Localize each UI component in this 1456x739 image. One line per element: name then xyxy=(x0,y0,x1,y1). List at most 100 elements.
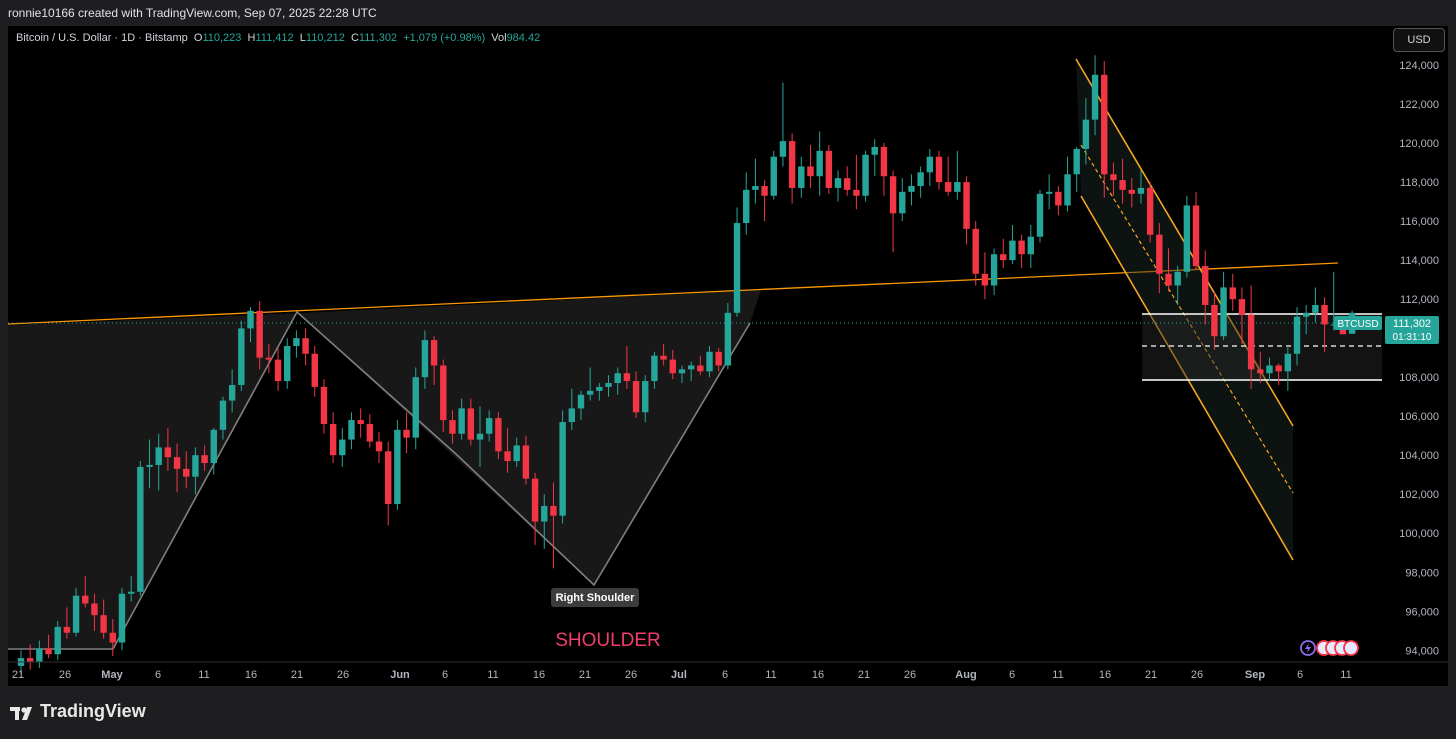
footer: TradingView xyxy=(0,686,1456,739)
y-tick-label: 102,000 xyxy=(1399,489,1439,501)
candle xyxy=(63,607,71,639)
candle xyxy=(1128,178,1135,208)
currency-button[interactable]: USD xyxy=(1393,28,1445,52)
close-value: 111,302 xyxy=(358,32,398,44)
candle xyxy=(146,439,153,489)
candle xyxy=(1156,223,1163,294)
candle xyxy=(743,172,750,235)
candle xyxy=(1064,156,1071,212)
candle xyxy=(853,154,860,210)
event-icons[interactable] xyxy=(1300,640,1359,656)
candle xyxy=(1321,297,1328,352)
candle xyxy=(605,375,612,397)
candle xyxy=(311,345,318,397)
x-tick-label: 21 xyxy=(858,669,870,681)
x-tick-label: 11 xyxy=(1052,669,1063,681)
candle xyxy=(375,431,383,464)
candle xyxy=(678,365,686,384)
candle xyxy=(293,330,300,358)
y-tick-label: 122,000 xyxy=(1399,99,1439,111)
candle xyxy=(192,447,199,495)
y-tick-label: 94,000 xyxy=(1405,645,1439,657)
candle xyxy=(1027,224,1034,268)
x-tick-label: 16 xyxy=(533,669,545,681)
countdown-label: 01:31:10 xyxy=(1393,332,1432,343)
x-tick-label: 16 xyxy=(812,669,824,681)
candle xyxy=(1211,291,1218,350)
symbol-title[interactable]: Bitcoin / U.S. Dollar · 1D · Bitstamp xyxy=(16,32,188,44)
candle xyxy=(531,472,539,545)
candle xyxy=(164,427,172,471)
candle xyxy=(568,388,575,430)
price-tag: 111,302 01:31:10 xyxy=(1385,316,1439,344)
candle xyxy=(1220,271,1227,341)
candle xyxy=(238,320,245,391)
candle xyxy=(807,145,814,188)
x-tick-label: 21 xyxy=(579,669,591,681)
candle xyxy=(1293,306,1301,366)
x-tick-label: 11 xyxy=(765,669,776,681)
candle xyxy=(403,412,410,454)
candle xyxy=(1165,248,1172,292)
candle xyxy=(761,180,768,222)
candle xyxy=(421,330,429,389)
x-tick-label: 21 xyxy=(291,669,303,681)
candle xyxy=(173,443,181,493)
candle xyxy=(541,494,548,549)
candle xyxy=(706,345,713,378)
candle xyxy=(1247,285,1255,389)
candle xyxy=(467,398,475,446)
x-tick-label: 6 xyxy=(722,669,728,681)
candle xyxy=(274,347,282,391)
x-tick-label: 11 xyxy=(198,669,209,681)
change-value: +1,079 (+0.98%) xyxy=(403,32,486,44)
candle xyxy=(1045,174,1053,210)
chart-area[interactable]: 94,000 96,000 98,000 100,000 102,000 104,000 1… xyxy=(8,26,1448,686)
candle xyxy=(1055,185,1062,216)
candle xyxy=(1330,271,1337,331)
channel-lower-line xyxy=(1080,195,1294,561)
flash-event-icon[interactable] xyxy=(1300,640,1316,656)
candle xyxy=(917,166,924,198)
candle xyxy=(210,427,217,475)
pattern-drawings xyxy=(8,58,1382,650)
candle xyxy=(816,131,823,196)
candle xyxy=(1119,158,1126,204)
candle xyxy=(825,145,833,194)
candle xyxy=(871,139,878,177)
candle xyxy=(596,383,603,401)
attribution-bar: ronnie10166 created with TradingView.com… xyxy=(0,0,1456,26)
candle xyxy=(1202,250,1209,325)
candle xyxy=(889,170,897,253)
candle xyxy=(963,176,970,245)
x-tick-label: Jul xyxy=(671,669,687,681)
candle xyxy=(82,576,89,608)
candle xyxy=(779,82,787,167)
us-flag-event-icon[interactable] xyxy=(1343,640,1359,656)
candle xyxy=(550,482,557,569)
candle xyxy=(522,435,530,485)
candle xyxy=(862,150,869,202)
y-tick-label: 106,000 xyxy=(1399,411,1439,423)
candle xyxy=(440,359,447,432)
candle xyxy=(430,336,438,385)
candle xyxy=(559,410,566,524)
candle xyxy=(155,433,162,491)
candle xyxy=(339,427,346,467)
shoulder-annotation: SHOULDER xyxy=(555,630,661,651)
candle xyxy=(1275,363,1282,385)
candlestick-chart[interactable]: 94,000 96,000 98,000 100,000 102,000 104,000 1… xyxy=(8,26,1448,686)
candle xyxy=(1073,146,1080,192)
candle xyxy=(109,619,116,657)
candle xyxy=(412,367,419,450)
candle xyxy=(476,406,484,467)
candle xyxy=(366,414,374,448)
candle xyxy=(954,150,961,200)
y-tick-label: 116,000 xyxy=(1400,216,1439,228)
y-tick-label: 100,000 xyxy=(1399,528,1439,540)
candle xyxy=(458,398,465,440)
candle xyxy=(651,351,658,389)
candle xyxy=(329,412,337,464)
candle xyxy=(1192,191,1200,270)
candle xyxy=(614,367,621,395)
